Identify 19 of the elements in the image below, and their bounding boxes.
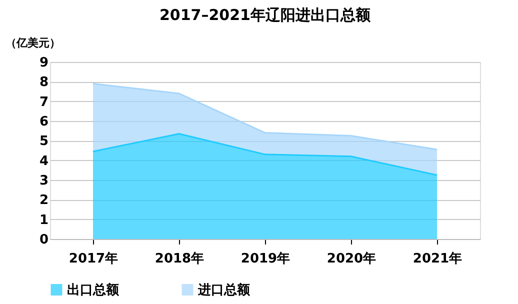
- x-tick-label: 2018年: [154, 252, 204, 266]
- x-tick-label: 2021年: [412, 252, 462, 266]
- y-tick-label: 0: [39, 232, 48, 248]
- y-tick-label: 2: [39, 193, 48, 208]
- y-tick-label: 1: [39, 212, 48, 228]
- x-tick-label: 2019年: [240, 252, 290, 266]
- legend-label: 出口总额: [67, 282, 120, 298]
- y-tick-label: 6: [39, 114, 48, 130]
- y-tick-label: 8: [39, 75, 48, 90]
- y-tick-label: 9: [39, 56, 48, 70]
- legend-label: 进口总额: [197, 282, 251, 298]
- y-tick-label: 7: [39, 94, 48, 110]
- y-tick-label: 4: [39, 154, 48, 169]
- x-tick-label: 2020年: [326, 252, 376, 266]
- chart-title: 2017–2021年辽阳进出口总额: [160, 6, 372, 24]
- x-tick-label: 2017年: [68, 252, 118, 266]
- y-axis-title: （亿美元）: [6, 36, 60, 50]
- y-tick-label: 5: [39, 134, 48, 150]
- y-tick-label: 3: [39, 174, 48, 188]
